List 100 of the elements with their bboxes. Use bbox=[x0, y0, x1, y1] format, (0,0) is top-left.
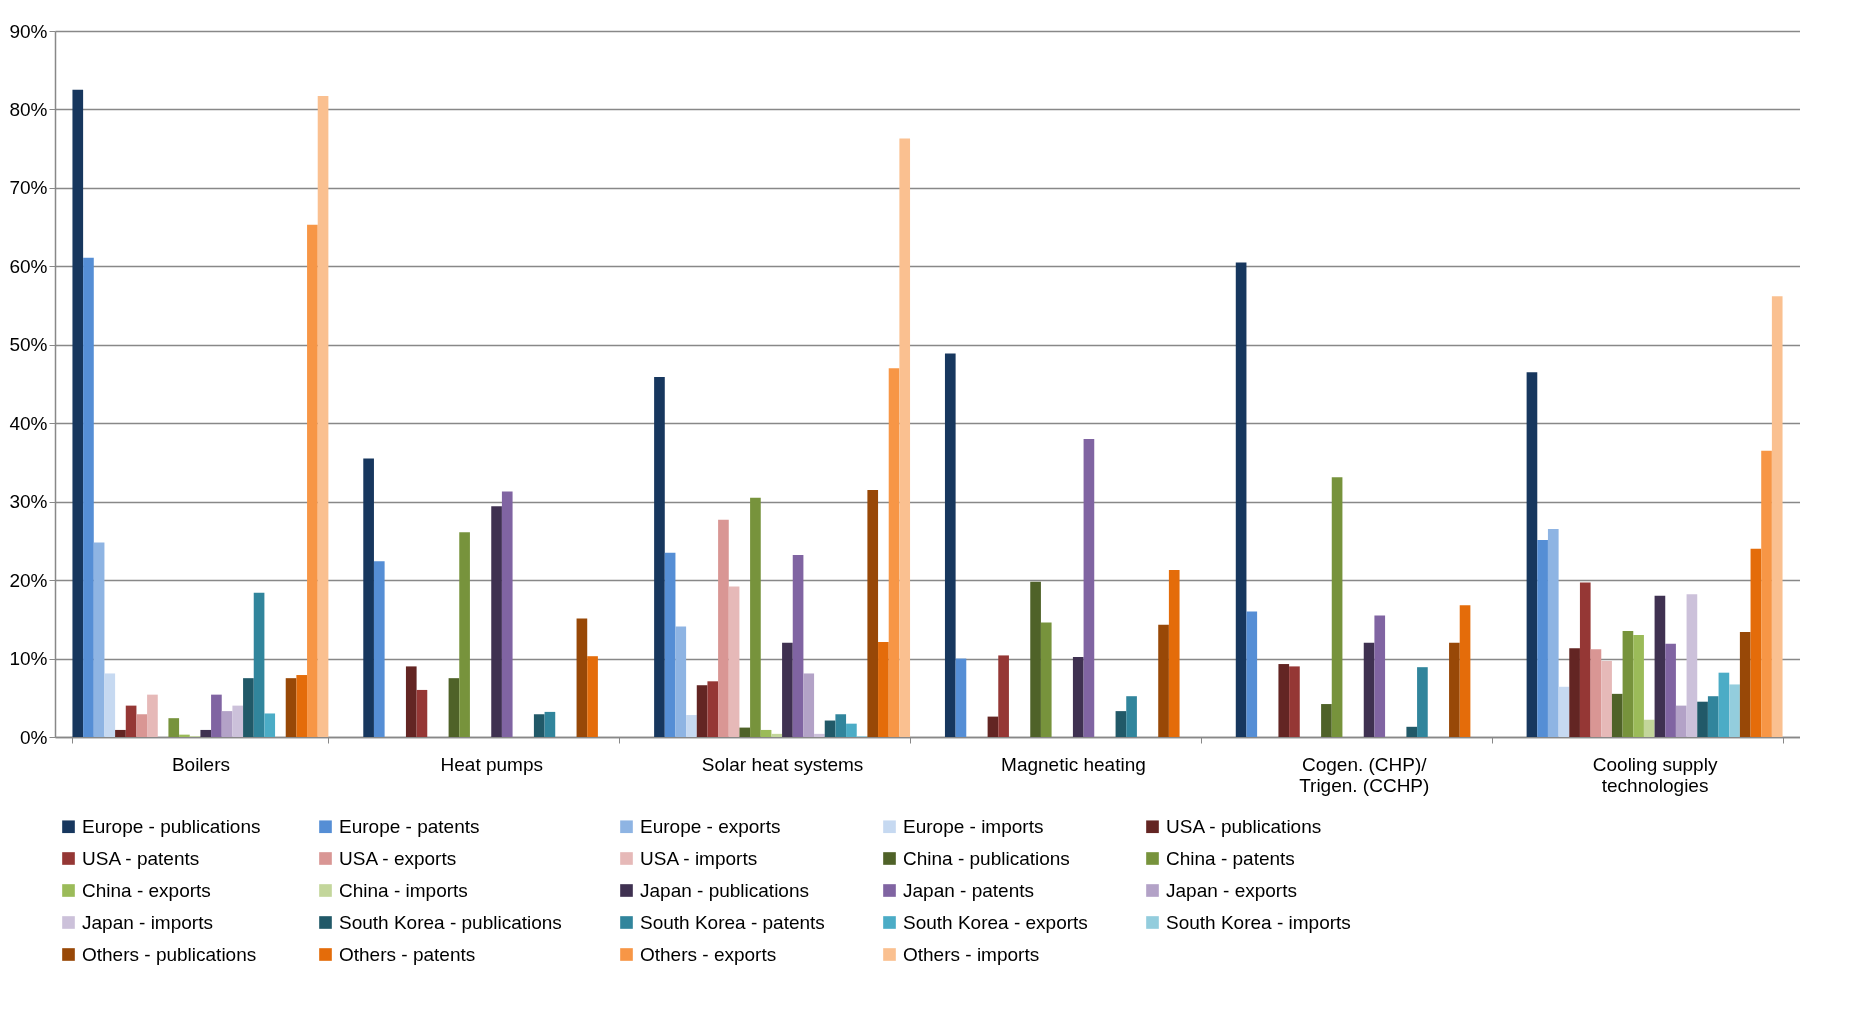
bar bbox=[405, 666, 417, 737]
bar bbox=[1406, 726, 1418, 737]
bar bbox=[1459, 605, 1471, 737]
bar bbox=[1417, 667, 1428, 737]
y-tick-label: 30% bbox=[9, 491, 48, 513]
bar bbox=[835, 714, 847, 737]
bar bbox=[363, 458, 374, 737]
bar bbox=[296, 675, 308, 737]
bar bbox=[448, 678, 460, 737]
bar bbox=[824, 720, 836, 737]
legend-label: Europe - patents bbox=[339, 815, 480, 837]
bar bbox=[899, 138, 911, 737]
bar bbox=[955, 658, 967, 737]
bar bbox=[1547, 529, 1559, 737]
bar bbox=[1729, 684, 1740, 737]
bar bbox=[792, 555, 804, 737]
x-tick-label: Magnetic heating bbox=[1001, 753, 1146, 775]
legend-label: USA - publications bbox=[1166, 815, 1322, 837]
x-tick-label: Boilers bbox=[171, 753, 230, 775]
bar bbox=[1040, 622, 1052, 737]
y-tick-label: 0% bbox=[20, 726, 48, 748]
bar bbox=[1622, 631, 1634, 737]
bar bbox=[1654, 595, 1666, 737]
bar bbox=[1601, 660, 1612, 737]
legend-label: South Korea - exports bbox=[903, 911, 1088, 933]
bar bbox=[416, 689, 428, 737]
bar bbox=[168, 718, 180, 737]
bar bbox=[803, 673, 815, 737]
legend-label: Others - exports bbox=[640, 943, 777, 965]
bar bbox=[1278, 664, 1290, 737]
bar bbox=[1321, 704, 1332, 737]
legend-label: Japan - publications bbox=[640, 879, 809, 901]
bar bbox=[1235, 262, 1247, 737]
bar bbox=[93, 542, 105, 737]
bar bbox=[1289, 666, 1300, 737]
bar bbox=[501, 491, 513, 737]
bar bbox=[491, 506, 502, 737]
bar bbox=[1611, 693, 1623, 737]
y-tick-label: 90% bbox=[9, 20, 48, 42]
bar bbox=[72, 89, 84, 737]
legend-label: China - exports bbox=[82, 879, 211, 901]
legend-label: USA - exports bbox=[339, 847, 457, 869]
bar bbox=[1707, 696, 1719, 737]
bar bbox=[307, 224, 318, 737]
x-tick-label: Cooling supply technologies bbox=[1592, 753, 1718, 796]
y-tick-label: 80% bbox=[9, 98, 48, 120]
bar bbox=[576, 618, 588, 737]
bar bbox=[200, 729, 212, 737]
bar bbox=[221, 711, 233, 737]
bar bbox=[1771, 296, 1783, 737]
bar bbox=[707, 681, 719, 737]
legend-label: Europe - imports bbox=[903, 815, 1044, 837]
bar bbox=[83, 257, 94, 737]
bar bbox=[1590, 649, 1602, 737]
x-tick-label: Cogen. (CHP)/ Trigen. (CCHP) bbox=[1299, 753, 1430, 796]
bar bbox=[115, 729, 126, 737]
bar bbox=[1168, 569, 1180, 737]
bar bbox=[1526, 372, 1538, 737]
bar bbox=[253, 592, 265, 737]
bar bbox=[1686, 594, 1698, 737]
bar bbox=[1158, 624, 1169, 737]
bar bbox=[1558, 686, 1570, 737]
bar bbox=[125, 705, 137, 737]
bar bbox=[373, 561, 385, 737]
bar bbox=[1718, 672, 1730, 737]
bar bbox=[1579, 582, 1591, 737]
bar bbox=[1675, 705, 1687, 737]
bar bbox=[104, 673, 116, 737]
legend-label: USA - imports bbox=[640, 847, 758, 869]
bar bbox=[1761, 450, 1772, 737]
bar bbox=[264, 713, 276, 737]
y-tick-label: 10% bbox=[9, 648, 48, 670]
x-tick-label: Solar heat systems bbox=[701, 753, 864, 775]
bar bbox=[1072, 656, 1084, 737]
y-tick-label: 40% bbox=[9, 412, 48, 434]
bar bbox=[1665, 643, 1676, 737]
bar bbox=[867, 489, 879, 737]
bar bbox=[739, 727, 751, 737]
legend-label: China - imports bbox=[339, 879, 468, 901]
bar bbox=[1083, 438, 1095, 737]
bar bbox=[675, 626, 687, 737]
bar bbox=[771, 733, 783, 737]
bar bbox=[1030, 581, 1041, 737]
bar bbox=[211, 694, 222, 737]
bar bbox=[998, 655, 1009, 737]
bar bbox=[760, 729, 772, 737]
legend-label: Japan - patents bbox=[903, 879, 1034, 901]
bar bbox=[1633, 635, 1644, 737]
bar bbox=[533, 714, 545, 737]
bar bbox=[696, 685, 708, 737]
bar bbox=[1739, 631, 1751, 737]
bar bbox=[987, 716, 999, 737]
legend-label: Others - imports bbox=[903, 943, 1040, 965]
bar bbox=[664, 552, 676, 737]
y-tick-label: 20% bbox=[9, 569, 48, 591]
bar bbox=[1126, 696, 1137, 737]
bar bbox=[232, 705, 244, 737]
legend-label: Japan - imports bbox=[82, 911, 213, 933]
bar bbox=[587, 656, 598, 737]
bar bbox=[285, 678, 297, 737]
